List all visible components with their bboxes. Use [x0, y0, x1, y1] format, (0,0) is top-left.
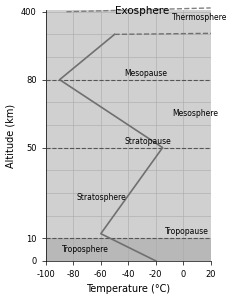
- Text: Tropopause: Tropopause: [165, 227, 208, 236]
- X-axis label: Temperature (°C): Temperature (°C): [86, 284, 170, 294]
- Bar: [46, 238, 210, 261]
- Text: Troposphere: Troposphere: [62, 245, 109, 254]
- Y-axis label: Altitude (km): Altitude (km): [5, 103, 16, 168]
- Text: Stratosphere: Stratosphere: [76, 193, 125, 202]
- Text: Exosphere: Exosphere: [114, 6, 168, 16]
- Text: Stratopause: Stratopause: [124, 137, 170, 146]
- Text: Thermosphere: Thermosphere: [172, 13, 227, 22]
- Text: Mesosphere: Mesosphere: [172, 109, 217, 118]
- Text: Mesopause: Mesopause: [124, 69, 166, 78]
